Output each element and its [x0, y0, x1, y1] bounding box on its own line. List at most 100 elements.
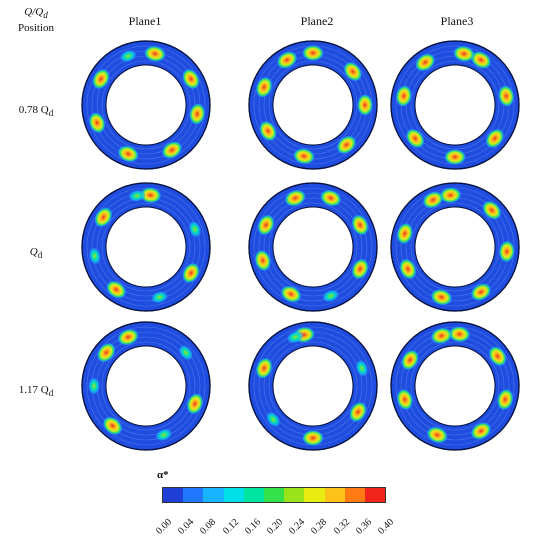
- concentration-spot: [189, 103, 206, 125]
- concentration-spot: [280, 285, 302, 303]
- colorbar-tick-label: 0.04: [176, 516, 197, 537]
- concentration-spot: [357, 94, 373, 116]
- concentration-spot: [144, 45, 166, 62]
- colorbar-swatch: [284, 488, 305, 502]
- concentration-spot: [448, 326, 471, 343]
- concentration-spot: [322, 289, 340, 303]
- colorbar-tick-label: 0.24: [287, 516, 308, 537]
- concentration-spot: [444, 149, 466, 165]
- concentration-spot: [453, 45, 475, 62]
- concentration-spot: [302, 430, 324, 446]
- concentration-spot: [439, 187, 462, 204]
- colorbar-ticks: 0.00 0.04 0.08 0.12 0.16 0.20 0.24 0.28 0.32 0.36…: [154, 505, 396, 537]
- concentration-spot: [106, 280, 127, 299]
- row-label-1-text: Q: [29, 246, 38, 258]
- ring-inner-edge: [105, 64, 187, 146]
- colorbar-swatch: [183, 488, 204, 502]
- contour-grid: [81, 40, 520, 451]
- ring-outer-edge: [248, 182, 378, 312]
- concentration-spot: [496, 388, 514, 411]
- concentration-spot: [94, 207, 113, 228]
- concentration-spot: [470, 51, 492, 69]
- concentration-spot: [415, 53, 436, 72]
- concentration-spot: [498, 240, 515, 263]
- contour-ring: [81, 182, 211, 312]
- colorbar-swatch: [243, 488, 264, 502]
- ring-outer-edge: [390, 40, 520, 170]
- concentration-spot: [470, 422, 492, 440]
- row-label-0: 0.78 Qd: [0, 104, 72, 118]
- row-label-2-sub: d: [48, 388, 54, 399]
- concentration-spot: [401, 349, 419, 371]
- corner-header-bottom: Position: [17, 22, 55, 34]
- concentration-spot: [426, 426, 448, 444]
- row-label-0-text: 0.78 Q: [18, 104, 49, 116]
- concentration-spot: [161, 141, 183, 159]
- concentration-spot: [430, 288, 453, 306]
- concentration-spot: [188, 220, 202, 238]
- row-label-2: 1.17 Qd: [0, 384, 72, 398]
- concentration-spot: [265, 411, 281, 428]
- concentration-spot: [430, 327, 453, 345]
- corner-q-sub: d: [43, 10, 48, 21]
- ring-inner-edge: [272, 345, 354, 427]
- concentration-spot: [96, 342, 116, 363]
- concentration-spot: [117, 328, 139, 346]
- concentration-spot: [186, 393, 204, 415]
- concentration-spot: [351, 258, 369, 280]
- concentration-spot: [399, 258, 417, 280]
- concentration-spot: [336, 135, 357, 155]
- colorbar-tick-label: 0.16: [242, 516, 263, 537]
- contour-ring: [248, 40, 378, 170]
- concentration-spot: [257, 214, 275, 236]
- concentration-spot: [284, 189, 306, 207]
- streamline: [263, 197, 363, 297]
- concentration-spot: [128, 189, 146, 202]
- streamline: [86, 45, 206, 165]
- ring-inner-edge: [414, 345, 496, 427]
- ring-inner-edge: [272, 206, 354, 288]
- concentration-spot: [302, 45, 324, 61]
- contour-ring: [390, 40, 520, 170]
- ring-outer-edge: [81, 40, 211, 170]
- concentration-spot: [396, 388, 414, 411]
- colorbar-tick-label: 0.36: [353, 516, 374, 537]
- colorbar-tick-label: 0.20: [265, 516, 286, 537]
- streamline: [253, 187, 373, 307]
- row-label-0-sub: d: [48, 108, 54, 119]
- concentration-spot: [405, 128, 425, 149]
- concentration-spot: [254, 249, 272, 272]
- concentration-spot: [182, 68, 200, 90]
- ring-outer-edge: [81, 182, 211, 312]
- colorbar-tick-label: 0.32: [331, 516, 352, 537]
- streamline: [86, 326, 206, 446]
- concentration-spot: [178, 344, 194, 361]
- colorbar-swatch: [223, 488, 244, 502]
- contour-ring: [390, 182, 520, 312]
- row-label-1: Qd: [0, 246, 72, 260]
- concentration-spot: [155, 428, 173, 442]
- ring-inner-edge: [414, 206, 496, 288]
- colorbar-swatch: [263, 488, 285, 502]
- streamline: [101, 341, 191, 431]
- concentration-spot: [498, 85, 515, 107]
- colorbar-swatch: [324, 488, 345, 502]
- streamline: [268, 202, 358, 292]
- concentration-spot: [355, 359, 369, 377]
- concentration-spot: [395, 85, 412, 107]
- ring-inner-edge: [105, 206, 187, 288]
- colorbar-swatch: [364, 488, 386, 502]
- colorbar-swatch: [163, 488, 184, 502]
- concentration-spot: [102, 416, 123, 436]
- corner-q-ratio: Q/Q: [24, 6, 44, 18]
- colorbar-swatch: [304, 488, 325, 502]
- concentration-spot: [150, 290, 169, 304]
- concentration-spot: [485, 128, 505, 149]
- colorbar-tick-label: 0.40: [376, 516, 397, 537]
- concentration-spot: [255, 76, 273, 98]
- streamline: [410, 202, 500, 292]
- concentration-spot: [422, 191, 444, 209]
- concentration-spot: [396, 222, 414, 245]
- contour-ring: [390, 321, 520, 451]
- concentration-spot: [482, 200, 502, 220]
